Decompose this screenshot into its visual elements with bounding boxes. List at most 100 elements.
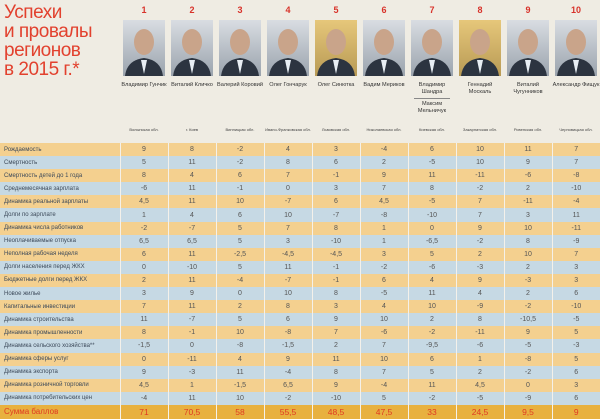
score-cell: -4 [551, 195, 600, 209]
score-cell: 8 [503, 234, 552, 248]
score-cell: 6 [311, 156, 360, 170]
score-cell: 11 [167, 247, 216, 261]
score-cell: 9 [167, 287, 216, 301]
score-cell: 1 [359, 234, 408, 248]
score-cell: 6 [551, 365, 600, 379]
score-cell: -7 [263, 195, 312, 209]
row-label: Новое жилье [0, 287, 120, 301]
total-cell: 24,5 [455, 404, 504, 419]
portrait-photo [411, 20, 453, 76]
row-label: Смертность [0, 156, 120, 170]
score-cell: -4,5 [263, 247, 312, 261]
score-cell: -7 [167, 221, 216, 235]
score-cell: -2 [215, 143, 264, 157]
rank-number: 1 [141, 5, 147, 15]
row-label: Неоплачиваемые отпуска [0, 234, 120, 248]
region-label: Черновицкая обл. [559, 127, 593, 132]
governor-column-header: 3 Валерий Коровий [216, 0, 264, 104]
governor-name: Вадим Мериков [363, 82, 405, 88]
score-cell: 11 [167, 300, 216, 314]
score-cell: 6 [359, 273, 408, 288]
governor-name: Виталий Чугунников [513, 82, 543, 95]
score-cell: 5 [215, 313, 264, 327]
score-cell: 10 [359, 352, 408, 366]
score-cell: -10 [551, 182, 600, 196]
score-cell: -3 [167, 365, 216, 379]
governor-name: Олег Гончарук [269, 82, 307, 88]
score-cell: 6 [551, 391, 600, 405]
score-cell: 9 [455, 221, 504, 235]
rank-number: 6 [381, 5, 387, 15]
score-cell: -11 [455, 169, 504, 183]
region-label: Винницкая обл. [225, 127, 255, 132]
score-cell: 4 [407, 273, 456, 288]
score-cell: 8 [407, 182, 456, 196]
score-cell: -3 [455, 260, 504, 274]
score-cell: 2 [119, 273, 168, 288]
score-cell: 11 [407, 378, 456, 392]
score-cell: -2 [455, 234, 504, 248]
table-row: Капитальные инвестиции 7 11 2 8 3 4 10 -9 -2 -10 [0, 300, 600, 314]
score-cell: 0 [503, 378, 552, 392]
score-cell: 7 [359, 182, 408, 196]
score-cell: 2 [503, 260, 552, 274]
score-cell: -11 [455, 326, 504, 340]
score-cell: 3 [551, 273, 600, 288]
score-cell: -1,5 [263, 339, 312, 353]
score-cell: -4 [359, 378, 408, 392]
score-cell: -6,5 [407, 234, 456, 248]
governor-column-header: 10 Александр Фищук [552, 0, 600, 104]
score-cell: 6 [551, 287, 600, 301]
score-cell: 1 [359, 221, 408, 235]
score-cell: 10 [359, 313, 408, 327]
score-cell: -5 [455, 391, 504, 405]
score-cell: 4 [455, 287, 504, 301]
row-label: Динамика розничной торговли [0, 378, 120, 392]
score-cell: 2 [503, 287, 552, 301]
table-row: Неполная рабочая неделя 6 11 -2,5 -4,5 -4,5 3 5… [0, 247, 600, 261]
score-cell: 9 [311, 313, 360, 327]
row-label: Динамика потребительских цен [0, 391, 120, 405]
score-cell: 2 [455, 365, 504, 379]
governor-column-header: 6 Вадим Мериков [360, 0, 408, 104]
score-cell: -8 [551, 169, 600, 183]
score-cell: 7 [263, 221, 312, 235]
portrait-photo [123, 20, 165, 76]
portrait-photo [459, 20, 501, 76]
score-cell: 7 [359, 339, 408, 353]
table-row: Динамика сферы услуг 0 -11 4 9 11 10 6 1 -8 5 [0, 352, 600, 366]
score-cell: 6,5 [167, 234, 216, 248]
score-cell: -2 [455, 182, 504, 196]
score-cell: -3 [503, 273, 552, 288]
table-row: Динамика розничной торговли 4,5 1 -1,5 6,5 9-… [0, 378, 600, 392]
score-cell: 7 [551, 143, 600, 157]
score-cell: -8 [503, 352, 552, 366]
score-cell: 7 [551, 247, 600, 261]
table-row: Новое жилье 3 9 0 10 8 -5 11 4 2 6 [0, 287, 600, 301]
score-cell: -11 [551, 221, 600, 235]
score-cell: 8 [455, 313, 504, 327]
score-cell: 5 [551, 352, 600, 366]
region-label: Ровенская обл. [513, 127, 543, 132]
title-line: и провалы [4, 21, 93, 42]
table-row: Динамика строительства 11 -7 5 6 9 10 2 8 -10,5 -5 [0, 313, 600, 327]
score-cell: 7 [551, 156, 600, 170]
table-row: Рождаемость 9 8 -2 4 3 -4 6 10 11 7 [0, 143, 600, 157]
score-cell: -2 [503, 365, 552, 379]
governor-column-header: 8 Геннадий Москаль [456, 0, 504, 104]
governor-name: Александр Фищук [552, 82, 600, 88]
score-cell: -2 [215, 156, 264, 170]
score-cell: 5 [407, 247, 456, 261]
row-label: Долги по зарплате [0, 208, 120, 222]
score-cell: -9 [503, 391, 552, 405]
total-cell: 58 [215, 404, 264, 419]
score-cell: -6 [407, 260, 456, 274]
score-cell: 9 [311, 378, 360, 392]
table-row: Динамика экспорта 9 -3 11 -4 8 7 5 2 -2 6 [0, 365, 600, 379]
title-line: Успехи [4, 2, 62, 23]
score-cell: 4 [167, 208, 216, 222]
score-cell: 2 [455, 247, 504, 261]
score-cell: -2,5 [215, 247, 264, 261]
score-cell: 8 [263, 300, 312, 314]
score-cell: 3 [311, 300, 360, 314]
